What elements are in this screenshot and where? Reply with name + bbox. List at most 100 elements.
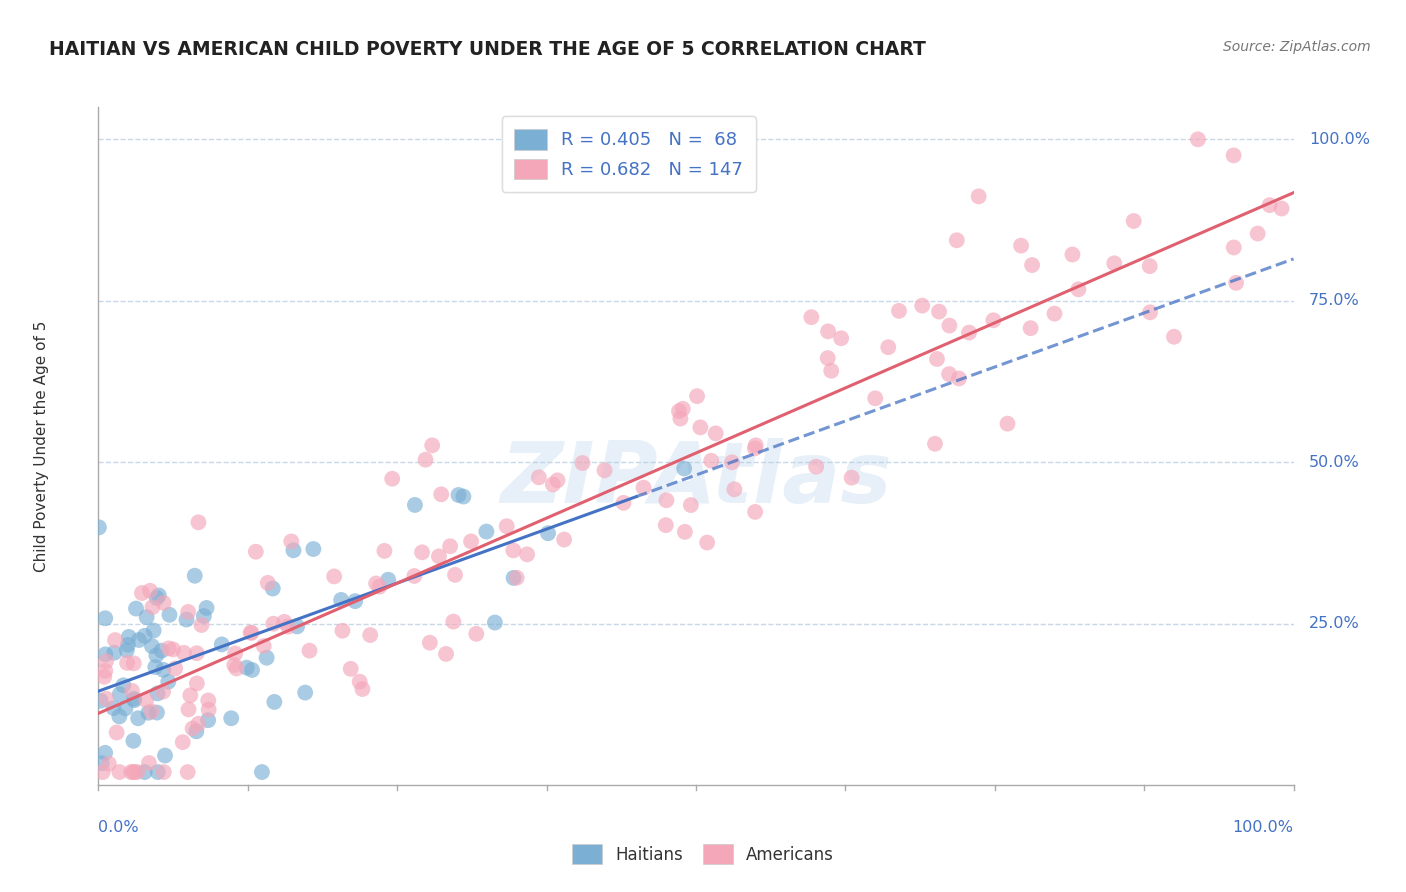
Point bbox=[211, 637, 233, 651]
Point bbox=[179, 689, 201, 703]
Point bbox=[804, 459, 827, 474]
Point bbox=[938, 367, 960, 381]
Point bbox=[145, 648, 167, 663]
Point bbox=[465, 627, 488, 641]
Point bbox=[256, 650, 278, 665]
Point bbox=[157, 674, 180, 689]
Point bbox=[187, 516, 209, 530]
Point bbox=[1225, 276, 1247, 290]
Point bbox=[152, 765, 174, 780]
Point bbox=[94, 648, 117, 662]
Point bbox=[186, 724, 208, 739]
Point bbox=[502, 543, 524, 558]
Point bbox=[655, 493, 678, 508]
Text: 50.0%: 50.0% bbox=[1309, 455, 1360, 470]
Point bbox=[239, 625, 262, 640]
Point bbox=[91, 765, 114, 780]
Point bbox=[277, 620, 299, 634]
Point bbox=[516, 547, 538, 561]
Point bbox=[280, 534, 302, 549]
Point bbox=[115, 656, 138, 670]
Point bbox=[359, 628, 381, 642]
Point bbox=[1258, 198, 1281, 212]
Point bbox=[1010, 238, 1032, 252]
Point bbox=[117, 638, 139, 652]
Point bbox=[90, 756, 112, 771]
Point bbox=[134, 765, 156, 780]
Point bbox=[187, 716, 209, 731]
Point bbox=[696, 535, 718, 549]
Point bbox=[1271, 202, 1294, 216]
Point bbox=[197, 703, 219, 717]
Point bbox=[186, 676, 208, 690]
Point bbox=[184, 568, 207, 582]
Point bbox=[262, 616, 284, 631]
Point bbox=[700, 454, 723, 468]
Point bbox=[152, 596, 174, 610]
Point bbox=[352, 681, 374, 696]
Point bbox=[250, 765, 273, 780]
Point bbox=[655, 518, 678, 533]
Point bbox=[820, 364, 842, 378]
Point bbox=[349, 674, 371, 689]
Point bbox=[668, 404, 690, 418]
Point bbox=[344, 594, 367, 608]
Point bbox=[817, 351, 839, 365]
Point bbox=[162, 642, 184, 657]
Point bbox=[330, 593, 353, 607]
Point bbox=[96, 691, 118, 706]
Point bbox=[125, 601, 148, 615]
Point bbox=[1043, 307, 1066, 321]
Point bbox=[983, 313, 1005, 327]
Point bbox=[373, 544, 395, 558]
Point bbox=[138, 756, 160, 770]
Point bbox=[127, 711, 149, 725]
Point bbox=[948, 371, 970, 385]
Point bbox=[150, 643, 173, 657]
Point bbox=[441, 615, 464, 629]
Point bbox=[911, 299, 934, 313]
Point bbox=[285, 619, 308, 633]
Point bbox=[283, 543, 305, 558]
Point bbox=[364, 576, 387, 591]
Point bbox=[224, 647, 246, 661]
Point bbox=[135, 693, 157, 707]
Point bbox=[240, 625, 263, 640]
Point bbox=[302, 541, 325, 556]
Point bbox=[124, 693, 146, 707]
Point bbox=[152, 684, 174, 698]
Point bbox=[224, 658, 246, 673]
Point bbox=[381, 472, 404, 486]
Point bbox=[415, 452, 437, 467]
Point bbox=[830, 331, 852, 345]
Point bbox=[404, 569, 426, 583]
Point bbox=[1019, 321, 1042, 335]
Point bbox=[877, 340, 900, 354]
Point bbox=[475, 524, 498, 539]
Point bbox=[94, 664, 117, 678]
Text: 75.0%: 75.0% bbox=[1309, 293, 1360, 309]
Point bbox=[332, 624, 354, 638]
Point bbox=[141, 639, 163, 653]
Text: Source: ZipAtlas.com: Source: ZipAtlas.com bbox=[1223, 40, 1371, 54]
Point bbox=[141, 600, 163, 615]
Point bbox=[1102, 256, 1125, 270]
Point bbox=[177, 605, 200, 619]
Point bbox=[87, 520, 110, 534]
Point bbox=[122, 765, 145, 780]
Point bbox=[127, 765, 149, 780]
Text: Child Poverty Under the Age of 5: Child Poverty Under the Age of 5 bbox=[34, 320, 49, 572]
Point bbox=[225, 661, 247, 675]
Point bbox=[146, 706, 169, 720]
Point bbox=[1222, 148, 1244, 162]
Point bbox=[967, 189, 990, 203]
Point bbox=[887, 304, 910, 318]
Point bbox=[679, 498, 702, 512]
Point bbox=[704, 426, 727, 441]
Point bbox=[104, 633, 127, 648]
Point bbox=[105, 725, 128, 739]
Point bbox=[633, 481, 655, 495]
Point bbox=[115, 643, 138, 657]
Point bbox=[1062, 247, 1084, 261]
Point bbox=[172, 735, 194, 749]
